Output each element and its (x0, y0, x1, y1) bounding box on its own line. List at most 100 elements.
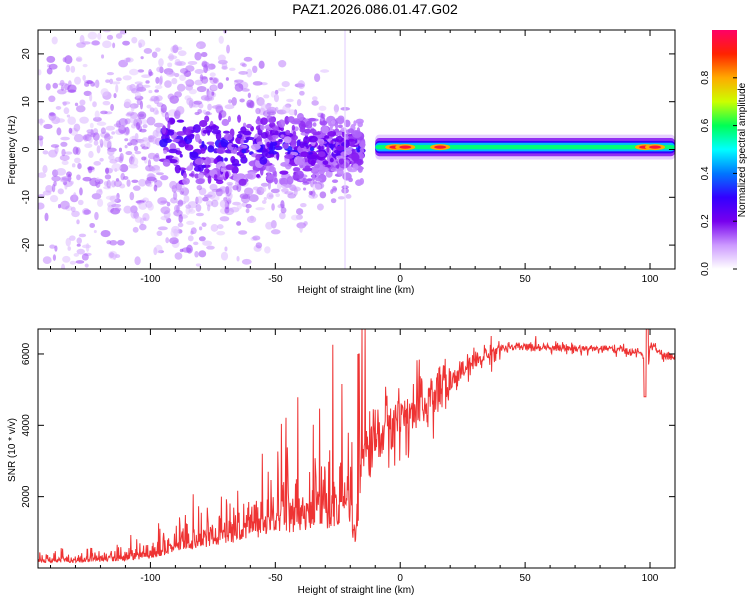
spectrogram-noise-blob (66, 114, 71, 118)
spectrogram-noise-blob (268, 136, 273, 141)
spectrogram-noise-blob (38, 69, 42, 76)
spectrogram-noise-blob (187, 165, 194, 170)
spectrogram-noise-blob (305, 120, 313, 129)
spectrogram-noise-blob (134, 91, 141, 98)
spectrogram-noise-blob (74, 102, 79, 107)
spectrogram-ytick-label: 20 (21, 48, 32, 60)
spectrogram-noise-blob (210, 223, 219, 232)
spectrogram-noise-blob (266, 109, 276, 113)
spectrogram-noise-blob (154, 244, 163, 254)
spectrogram-noise-blob (303, 221, 308, 226)
spectrogram-noise-blob (197, 108, 203, 114)
spectrogram-noise-blob (79, 116, 89, 124)
spectrogram-noise-blob (287, 193, 297, 199)
spectrogram-noise-blob (44, 212, 49, 222)
spectrogram-noise-blob (189, 151, 199, 161)
snr-xtick-label: -100 (140, 573, 160, 584)
spectrogram-noise-blob (170, 228, 180, 238)
spectrogram-noise-blob (158, 58, 164, 67)
spectrogram-noise-blob (56, 167, 67, 176)
spectrogram-noise-blob (206, 245, 215, 250)
spectrogram-noise-blob (219, 199, 228, 209)
spectrogram-noise-blob (289, 184, 297, 192)
spectrogram-noise-blob (52, 82, 59, 89)
spectrogram-noise-blob (55, 118, 65, 123)
spectrogram-noise-blob (177, 199, 184, 207)
spectrogram-noise-blob (96, 145, 101, 154)
spectrogram-noise-blob (134, 150, 142, 155)
spectrogram-noise-blob (166, 201, 171, 207)
spectrogram-noise-blob (202, 240, 213, 246)
spectrogram-noise-blob (194, 133, 201, 143)
spectrogram-noise-blob (71, 163, 76, 168)
spectrogram-noise-blob (51, 175, 61, 182)
spectrogram-noise-blob (61, 148, 66, 157)
chart-title: PAZ1.2026.086.01.47.G02 (292, 1, 458, 17)
spectrogram-noise-blob (88, 137, 93, 144)
spectrogram-noise-blob (126, 179, 131, 187)
spectrogram-noise-blob (282, 104, 291, 114)
spectrogram-noise-blob (220, 138, 229, 148)
spectrogram-x-ticks: -100 -50 0 50 100 (49, 30, 676, 285)
spectrogram-noise-blob (308, 117, 317, 122)
spectrogram-noise-blob (279, 211, 286, 220)
spectrogram-noise-blob (118, 155, 124, 164)
spectrogram-plot-area (38, 30, 675, 269)
spectrogram-noise-blob (274, 177, 278, 185)
spectrogram-noise-blob (256, 173, 261, 178)
spectrogram-noise-blob (92, 116, 102, 122)
spectrogram-noise-blob (246, 99, 254, 109)
spectrogram-noise-blob (134, 216, 142, 223)
spectrogram-ytick-label: -20 (21, 237, 32, 252)
spectrogram-noise-blob (126, 111, 135, 116)
spectrogram-noise-blob (97, 32, 102, 40)
spectrogram-noise-blob (174, 58, 181, 65)
spectrogram-noise-blob (79, 34, 85, 44)
spectrogram-noise-blob (62, 101, 71, 105)
spectrogram-noise-blob (328, 143, 334, 149)
spectrogram-noise-blob (118, 125, 127, 134)
spectrogram-noise-blob (351, 153, 360, 162)
spectrogram-noise-blob (105, 167, 110, 175)
spectrogram-noise-blob (69, 235, 76, 241)
spectrogram-noise-blob (155, 152, 160, 159)
spectrogram-noise-blob (138, 113, 145, 118)
spectrogram-noise-blob (60, 200, 70, 210)
spectrogram-noise-blob (167, 62, 173, 68)
spectrogram-peak-core (399, 145, 412, 149)
spectrogram-noise-blob (167, 122, 171, 130)
spectrogram-noise-blob (87, 166, 95, 171)
spectrogram-noise-blob (295, 208, 304, 215)
spectrogram-noise-blob (197, 172, 204, 179)
spectrogram-noise-blob (176, 119, 184, 123)
spectrogram-noise-blob (243, 173, 254, 179)
spectrogram-noise-blob (355, 118, 364, 125)
spectrogram-noise-blob (311, 173, 316, 182)
spectrogram-noise-blob (159, 138, 168, 148)
spectrogram-noise-blob (92, 132, 100, 141)
spectrogram-noise-blob (260, 102, 267, 112)
spectrogram-noise-blob (85, 242, 90, 252)
colorbar-tick-label: 0.0 (700, 262, 711, 276)
spectrogram-noise-blob (142, 137, 149, 142)
spectrogram-noise-blob (218, 110, 227, 118)
spectrogram-noise-blob (133, 145, 139, 152)
spectrogram-noise-blob (130, 209, 137, 219)
spectrogram-noise-blob (194, 251, 199, 258)
spectrogram-noise-blob (327, 130, 337, 137)
spectrogram-noise-blob (311, 189, 316, 198)
snr-y-ticks: 2000 4000 6000 (21, 342, 675, 508)
spectrogram-noise-blob (46, 55, 56, 63)
spectrogram-noise-blob (89, 122, 94, 129)
snr-ytick-label: 4000 (21, 414, 32, 437)
spectrogram-noise-blob (194, 158, 205, 165)
snr-xtick-label: 0 (397, 573, 403, 584)
spectrogram-noise-blob (161, 125, 167, 135)
spectrogram-noise-blob (176, 83, 186, 92)
spectrogram-noise-blob (128, 163, 139, 169)
spectrogram-noise-blob (178, 214, 183, 223)
spectrogram-noise-blob (130, 104, 135, 112)
spectrogram-noise-blob (246, 68, 253, 78)
spectrogram-noise-blob (275, 193, 281, 198)
spectrogram-noise-blob (210, 195, 220, 202)
